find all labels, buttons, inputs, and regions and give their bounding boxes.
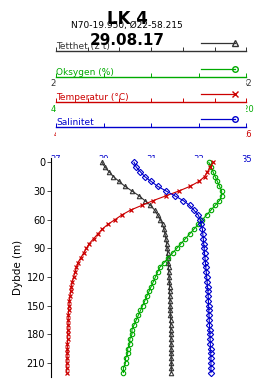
Y-axis label: Dybde (m): Dybde (m) [13, 240, 23, 295]
Text: Oksygen (%): Oksygen (%) [56, 68, 114, 77]
Text: Salinitet: Salinitet [56, 118, 94, 127]
Text: N70-19.950, Ø22-58.215: N70-19.950, Ø22-58.215 [71, 21, 183, 30]
Text: 29.08.17: 29.08.17 [89, 33, 165, 48]
Text: Tetthet (Σ t): Tetthet (Σ t) [56, 42, 110, 51]
Text: Temperatur (°C): Temperatur (°C) [56, 93, 129, 102]
Text: LK 4: LK 4 [107, 10, 147, 28]
